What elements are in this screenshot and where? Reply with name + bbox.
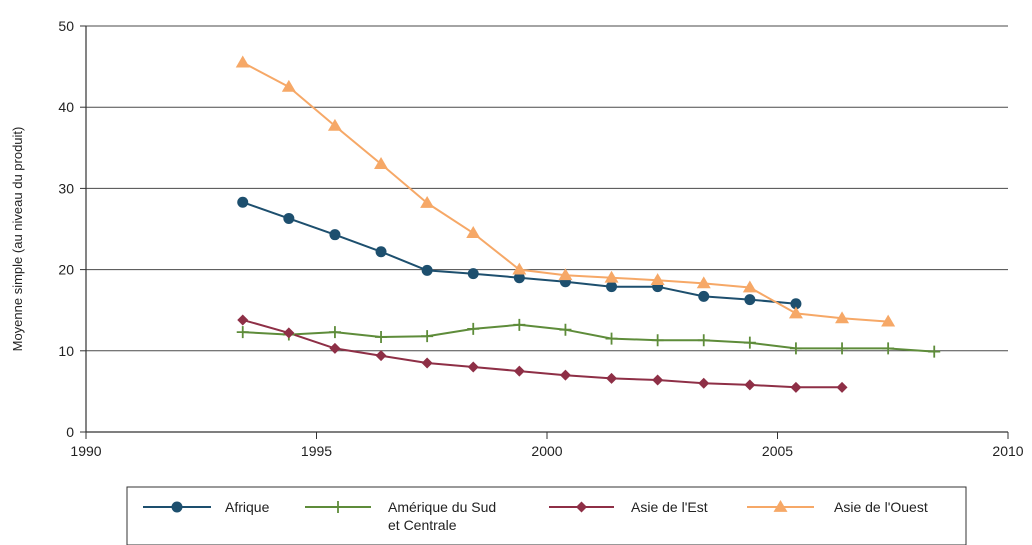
data-point-afrique xyxy=(283,212,295,224)
data-point-asie-de-l-ouest xyxy=(281,79,296,92)
data-point-amerique-du-sud-et-centrale xyxy=(236,326,249,339)
data-point-amerique-du-sud-et-centrale xyxy=(375,330,388,343)
data-point-asie-de-l-ouest xyxy=(327,118,342,131)
data-point-afrique xyxy=(329,229,341,241)
axes: 0 10 20 30 40 50 1990 1995 2000 2005 2010 xyxy=(58,18,1023,459)
data-point-asie-de-l-ouest xyxy=(696,276,711,289)
data-point-afrique xyxy=(375,246,387,258)
legend-label-afrique: Afrique xyxy=(225,499,270,515)
y-tick-label: 20 xyxy=(58,262,74,278)
grid-lines xyxy=(86,25,1008,352)
data-point-asie-de-l-ouest xyxy=(512,262,527,275)
data-point-asie-de-l-est xyxy=(790,381,802,393)
data-point-afrique xyxy=(421,264,433,276)
legend-marker-asie-de-l-est xyxy=(576,501,587,513)
legend-label-asie-de-l-est: Asie de l'Est xyxy=(631,499,708,515)
data-point-afrique xyxy=(606,281,618,293)
series-line-amerique-du-sud-et-centrale xyxy=(241,323,936,353)
data-point-amerique-du-sud-et-centrale xyxy=(328,326,341,339)
data-point-amerique-du-sud-et-centrale xyxy=(928,345,941,358)
data-point-asie-de-l-est xyxy=(836,381,848,393)
data-point-asie-de-l-ouest xyxy=(788,306,803,319)
data-point-amerique-du-sud-et-centrale xyxy=(513,318,526,331)
data-point-asie-de-l-ouest xyxy=(604,270,619,283)
y-tick-label: 30 xyxy=(58,180,74,196)
data-point-asie-de-l-ouest xyxy=(558,268,573,281)
data-point-asie-de-l-ouest xyxy=(235,55,250,68)
y-axis-title: Moyenne simple (au niveau du produit) xyxy=(10,127,25,352)
data-point-afrique xyxy=(467,268,479,280)
y-tick-label: 0 xyxy=(66,424,74,440)
x-tick-label: 2005 xyxy=(762,443,793,459)
legend-box xyxy=(126,486,967,545)
x-tick-label: 1990 xyxy=(70,443,101,459)
data-point-amerique-du-sud-et-centrale xyxy=(421,330,434,343)
data-point-amerique-du-sud-et-centrale xyxy=(467,322,480,335)
data-point-amerique-du-sud-et-centrale xyxy=(836,342,849,355)
data-point-amerique-du-sud-et-centrale xyxy=(651,334,664,347)
data-point-afrique xyxy=(698,290,710,302)
data-point-asie-de-l-ouest xyxy=(420,196,435,208)
data-point-asie-de-l-ouest xyxy=(650,273,665,286)
data-point-amerique-du-sud-et-centrale xyxy=(789,342,802,355)
x-tick-label: 1995 xyxy=(301,443,332,459)
legend-marker-amerique-du-sud-et-centrale xyxy=(332,501,344,513)
data-point-amerique-du-sud-et-centrale xyxy=(882,342,895,355)
series-line-afrique xyxy=(241,201,797,305)
data-point-asie-de-l-est xyxy=(375,350,387,362)
legend-label-asie-de-l-ouest: Asie de l'Ouest xyxy=(834,499,928,515)
legend-marker-afrique xyxy=(171,501,183,513)
series-markers xyxy=(235,55,941,393)
data-point-amerique-du-sud-et-centrale xyxy=(743,336,756,349)
data-point-asie-de-l-est xyxy=(744,379,756,391)
data-point-asie-de-l-est xyxy=(559,369,571,381)
data-point-asie-de-l-est xyxy=(513,365,525,377)
data-point-asie-de-l-est xyxy=(421,357,433,369)
data-point-asie-de-l-est xyxy=(606,372,618,384)
y-tick-label: 50 xyxy=(58,18,74,34)
data-point-asie-de-l-est xyxy=(237,314,249,326)
series-line-asie-de-l-est xyxy=(241,318,843,389)
data-point-amerique-du-sud-et-centrale xyxy=(697,334,710,347)
data-point-asie-de-l-ouest xyxy=(881,314,896,327)
legend-marker-asie-de-l-ouest xyxy=(773,500,788,512)
data-point-asie-de-l-ouest xyxy=(466,226,481,238)
data-point-afrique xyxy=(790,298,802,310)
data-point-amerique-du-sud-et-centrale xyxy=(559,323,572,336)
data-point-asie-de-l-ouest xyxy=(742,280,757,293)
data-point-afrique xyxy=(513,272,525,284)
series-lines xyxy=(241,61,936,389)
legend-label-amerique-du-sud-et-centrale: Amérique du Sud et Centrale xyxy=(388,499,496,533)
data-point-amerique-du-sud-et-centrale xyxy=(605,332,618,345)
data-point-asie-de-l-est xyxy=(283,327,295,339)
data-point-afrique xyxy=(744,294,756,306)
y-tick-label: 40 xyxy=(58,99,74,115)
data-point-asie-de-l-est xyxy=(698,377,710,389)
legend: Afrique Amérique du Sud et Centrale Asie de… xyxy=(126,486,967,545)
y-tick-label: 10 xyxy=(58,343,74,359)
data-point-asie-de-l-est xyxy=(329,342,341,354)
data-point-asie-de-l-ouest xyxy=(835,311,850,324)
data-point-asie-de-l-est xyxy=(652,374,664,386)
data-point-asie-de-l-ouest xyxy=(374,157,389,169)
x-tick-label: 2010 xyxy=(992,443,1023,459)
x-tick-label: 2000 xyxy=(531,443,562,459)
data-point-afrique xyxy=(237,196,249,208)
data-point-asie-de-l-est xyxy=(467,361,479,373)
